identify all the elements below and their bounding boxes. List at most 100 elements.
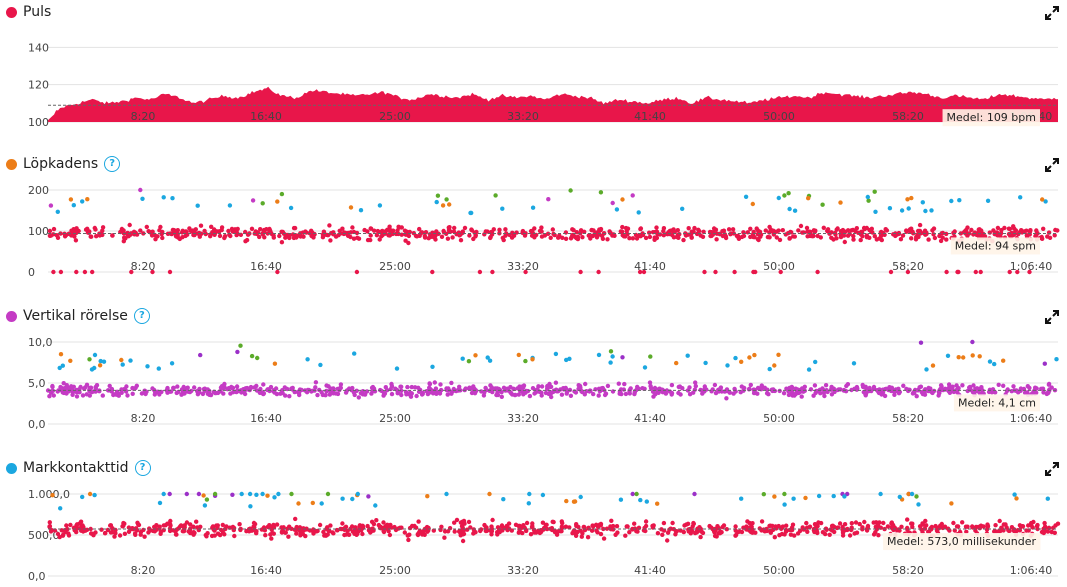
- expand-icon[interactable]: [1045, 6, 1059, 20]
- data-point: [624, 229, 629, 234]
- data-point: [1041, 390, 1046, 395]
- data-point: [94, 234, 99, 239]
- data-point: [168, 518, 173, 524]
- data-point: [85, 197, 90, 202]
- data-point: [648, 386, 654, 391]
- data-point: [387, 532, 393, 538]
- help-icon[interactable]: ?: [104, 156, 121, 172]
- data-point: [823, 383, 829, 388]
- data-point: [269, 527, 274, 532]
- panel-title: Löpkadens: [23, 156, 99, 172]
- data-point: [655, 501, 660, 506]
- data-point: [944, 231, 949, 237]
- data-point: [637, 233, 642, 238]
- x-tick-label: 1:06:40: [1010, 412, 1052, 425]
- data-point: [303, 229, 308, 234]
- help-icon[interactable]: ?: [134, 460, 151, 476]
- data-point: [167, 526, 173, 531]
- data-point: [849, 527, 854, 533]
- data-point: [885, 524, 891, 529]
- data-point: [718, 529, 723, 534]
- data-point: [818, 520, 824, 526]
- expand-icon[interactable]: [1045, 462, 1059, 476]
- data-point: [412, 523, 417, 529]
- help-icon[interactable]: ?: [133, 308, 150, 324]
- data-point: [750, 521, 755, 526]
- data-point: [920, 391, 926, 397]
- data-point: [960, 520, 965, 525]
- data-point: [782, 532, 787, 537]
- data-point: [579, 389, 584, 394]
- data-point: [1031, 519, 1036, 525]
- x-tick-label: 58:20: [892, 564, 924, 577]
- data-point: [610, 354, 615, 359]
- data-point: [892, 392, 897, 397]
- data-point: [744, 524, 749, 529]
- data-point: [468, 525, 473, 530]
- data-point: [235, 388, 240, 393]
- data-point: [1043, 199, 1048, 204]
- data-point: [520, 384, 525, 389]
- data-point: [992, 231, 997, 237]
- data-point: [394, 366, 400, 371]
- data-point: [917, 222, 923, 228]
- data-point: [247, 529, 252, 534]
- data-point: [50, 493, 55, 498]
- data-point: [650, 523, 655, 529]
- data-point: [402, 228, 408, 233]
- average-label-bg: [950, 237, 1040, 255]
- data-point: [399, 388, 404, 393]
- data-point: [1001, 358, 1006, 363]
- data-point: [473, 233, 478, 238]
- data-point: [849, 521, 854, 526]
- data-point: [329, 387, 334, 392]
- data-point: [491, 227, 496, 232]
- data-point: [87, 393, 93, 398]
- x-tick-label: 1:06:40: [1010, 260, 1052, 273]
- data-point: [661, 228, 666, 234]
- data-point: [235, 349, 240, 355]
- data-point: [636, 210, 641, 215]
- data-point: [720, 229, 725, 234]
- data-point: [298, 234, 303, 239]
- data-point: [777, 388, 782, 394]
- y-tick-label: 0,0: [28, 570, 46, 583]
- data-point: [500, 206, 505, 211]
- data-point: [703, 360, 708, 366]
- data-point: [632, 521, 637, 526]
- data-point: [992, 361, 997, 367]
- data-point: [231, 525, 237, 531]
- data-point: [601, 536, 607, 541]
- expand-icon[interactable]: [1045, 310, 1059, 324]
- data-point: [973, 269, 978, 275]
- data-point: [1001, 383, 1006, 388]
- data-point: [112, 534, 117, 539]
- data-point: [944, 269, 949, 275]
- data-point: [694, 231, 700, 237]
- data-point: [857, 521, 862, 527]
- data-point: [327, 392, 332, 397]
- data-point: [909, 521, 914, 526]
- data-point: [451, 229, 457, 234]
- data-point: [384, 388, 390, 393]
- data-point: [513, 522, 519, 527]
- data-point: [558, 529, 563, 534]
- data-point: [353, 525, 358, 530]
- data-point: [1044, 391, 1050, 397]
- data-point: [842, 494, 847, 499]
- data-point: [440, 203, 446, 208]
- data-point: [842, 239, 847, 245]
- data-point: [821, 390, 826, 396]
- data-marks: [47, 187, 1060, 275]
- data-point: [196, 491, 202, 497]
- expand-icon[interactable]: [1045, 158, 1059, 172]
- panel-title-row: Markkontakttid ?: [6, 458, 151, 478]
- data-point: [910, 524, 915, 530]
- data-point: [501, 385, 507, 390]
- data-point: [1004, 388, 1010, 394]
- data-point: [219, 527, 224, 533]
- data-point: [488, 383, 493, 388]
- data-point: [368, 529, 374, 534]
- data-point: [605, 237, 610, 242]
- data-point: [405, 533, 410, 538]
